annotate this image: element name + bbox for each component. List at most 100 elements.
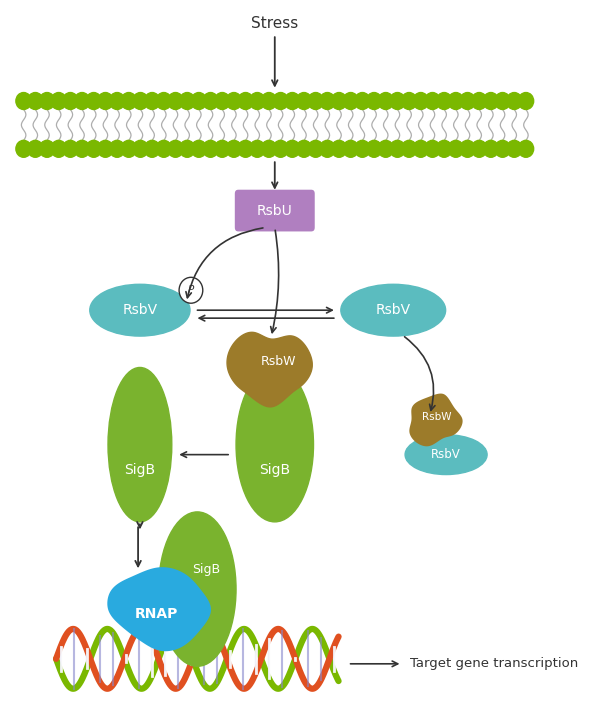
Circle shape: [39, 140, 55, 157]
Circle shape: [296, 140, 312, 157]
Circle shape: [214, 140, 230, 157]
Circle shape: [133, 140, 148, 157]
Circle shape: [51, 140, 67, 157]
Circle shape: [168, 93, 183, 109]
Text: SigB: SigB: [124, 462, 155, 477]
Circle shape: [145, 140, 160, 157]
Circle shape: [214, 93, 230, 109]
Circle shape: [284, 93, 300, 109]
Circle shape: [343, 93, 358, 109]
Text: RsbV: RsbV: [431, 448, 461, 461]
Polygon shape: [227, 332, 312, 407]
Circle shape: [250, 93, 265, 109]
Circle shape: [238, 140, 253, 157]
Circle shape: [62, 93, 78, 109]
Circle shape: [121, 93, 137, 109]
Circle shape: [518, 140, 533, 157]
Circle shape: [179, 93, 195, 109]
Circle shape: [74, 140, 90, 157]
Circle shape: [39, 93, 55, 109]
Circle shape: [401, 93, 417, 109]
Circle shape: [86, 93, 101, 109]
Circle shape: [145, 93, 160, 109]
Circle shape: [191, 93, 206, 109]
Circle shape: [401, 140, 417, 157]
Circle shape: [389, 93, 405, 109]
Circle shape: [51, 93, 67, 109]
Circle shape: [86, 140, 101, 157]
Circle shape: [98, 93, 113, 109]
Text: RNAP: RNAP: [134, 607, 178, 621]
Circle shape: [261, 140, 277, 157]
Circle shape: [273, 93, 289, 109]
Circle shape: [436, 140, 452, 157]
Text: RsbU: RsbU: [257, 204, 293, 218]
Circle shape: [436, 93, 452, 109]
Circle shape: [378, 140, 394, 157]
Circle shape: [109, 140, 125, 157]
Text: SigB: SigB: [193, 563, 220, 576]
Circle shape: [226, 93, 242, 109]
Circle shape: [495, 93, 511, 109]
Circle shape: [320, 140, 335, 157]
Circle shape: [308, 140, 323, 157]
Circle shape: [413, 140, 428, 157]
Circle shape: [331, 140, 347, 157]
Circle shape: [472, 93, 487, 109]
Text: RsbV: RsbV: [122, 303, 157, 317]
Polygon shape: [107, 567, 211, 651]
Circle shape: [28, 93, 43, 109]
Circle shape: [156, 140, 172, 157]
Circle shape: [121, 140, 137, 157]
Circle shape: [413, 93, 428, 109]
Circle shape: [355, 140, 370, 157]
Circle shape: [203, 93, 218, 109]
FancyBboxPatch shape: [234, 189, 316, 233]
Circle shape: [460, 93, 475, 109]
Ellipse shape: [90, 284, 190, 336]
Circle shape: [296, 93, 312, 109]
Circle shape: [495, 140, 511, 157]
Text: RsbV: RsbV: [376, 303, 411, 317]
Circle shape: [378, 93, 394, 109]
Ellipse shape: [236, 368, 314, 522]
Circle shape: [460, 140, 475, 157]
Circle shape: [179, 277, 203, 303]
Circle shape: [273, 140, 289, 157]
Circle shape: [425, 93, 440, 109]
Ellipse shape: [405, 434, 487, 475]
Circle shape: [448, 93, 464, 109]
Circle shape: [226, 140, 242, 157]
Circle shape: [483, 93, 499, 109]
Circle shape: [28, 140, 43, 157]
Circle shape: [343, 140, 358, 157]
Ellipse shape: [108, 368, 172, 522]
Ellipse shape: [158, 512, 236, 666]
Text: RsbW: RsbW: [422, 412, 452, 421]
Circle shape: [62, 140, 78, 157]
Circle shape: [320, 93, 335, 109]
Circle shape: [98, 140, 113, 157]
Circle shape: [156, 93, 172, 109]
Circle shape: [191, 140, 206, 157]
Circle shape: [518, 93, 533, 109]
Text: Target gene transcription: Target gene transcription: [410, 657, 578, 671]
Circle shape: [74, 93, 90, 109]
Text: RsbW: RsbW: [260, 355, 296, 368]
Circle shape: [308, 93, 323, 109]
Circle shape: [506, 93, 522, 109]
Circle shape: [448, 140, 464, 157]
Text: P: P: [188, 285, 194, 295]
Circle shape: [331, 93, 347, 109]
Circle shape: [425, 140, 440, 157]
Ellipse shape: [341, 284, 446, 336]
Circle shape: [483, 140, 499, 157]
Circle shape: [109, 93, 125, 109]
Circle shape: [389, 140, 405, 157]
Circle shape: [506, 140, 522, 157]
Circle shape: [133, 93, 148, 109]
Circle shape: [284, 140, 300, 157]
Circle shape: [261, 93, 277, 109]
Circle shape: [238, 93, 253, 109]
Circle shape: [355, 93, 370, 109]
